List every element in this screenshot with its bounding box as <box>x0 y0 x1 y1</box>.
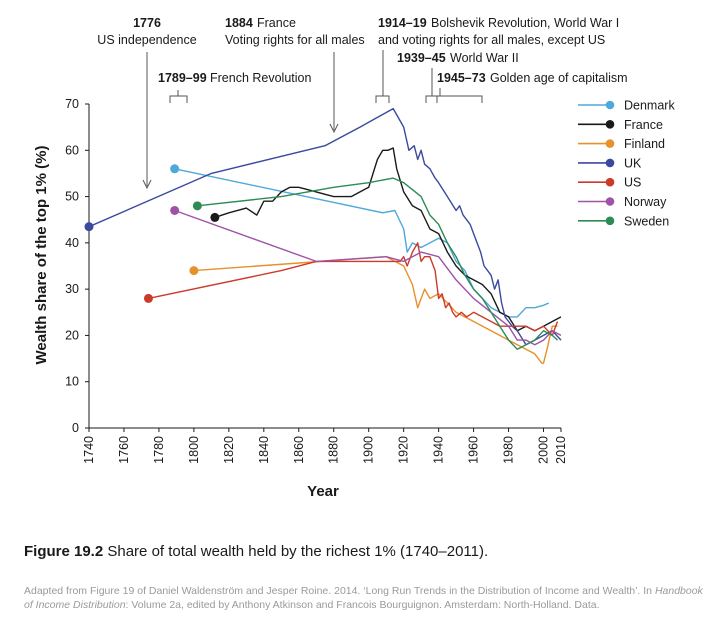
series-start-marker-us <box>143 293 153 303</box>
x-tick-label: 1900 <box>362 436 376 464</box>
figure-caption-text: Share of total wealth held by the riches… <box>103 543 489 560</box>
series-line-norway <box>174 209 562 346</box>
annotation-1884-year: 1884 <box>225 16 253 30</box>
x-tick-label: 1800 <box>187 436 201 464</box>
series-line-france <box>214 147 562 332</box>
x-tick-label: 1840 <box>257 436 271 464</box>
annotation-1914-year: 1914–19 <box>378 16 427 30</box>
y-tick-label: 30 <box>65 282 79 296</box>
x-tick-label: 1980 <box>502 436 516 464</box>
legend-marker-norway <box>605 197 615 206</box>
x-tick-label: 1780 <box>152 436 166 464</box>
legend-label-france: France <box>624 118 663 132</box>
series-line-sweden <box>197 177 558 350</box>
axes: 0 10 20 30 40 50 60 70 1740 1760 1780 1800 1820 1840… <box>33 97 568 500</box>
legend-label-denmark: Denmark <box>624 99 675 113</box>
annotation-1776-text: US independence <box>97 33 196 47</box>
annotation-1884-text: France <box>257 16 296 30</box>
x-tick-label: 1880 <box>327 436 341 464</box>
legend-marker-finland <box>605 139 615 148</box>
annotation-1939-year: 1939–45 <box>397 51 446 65</box>
y-tick-label: 40 <box>65 236 79 250</box>
figure-caption: Figure 19.2 Share of total wealth held b… <box>24 542 704 562</box>
series-start-marker-norway <box>170 205 180 215</box>
arrowhead-1776 <box>142 179 152 190</box>
arrowhead-1884 <box>329 123 339 134</box>
bracket-1789 <box>169 95 188 103</box>
source-book-title: Handbook of Income Distribution <box>24 585 703 611</box>
annotation-1945-text: Golden age of capitalism <box>490 71 628 85</box>
x-axis-title: Year <box>307 483 339 500</box>
series-line-finland <box>193 256 558 364</box>
annotation-1939-text: World War II <box>450 51 519 65</box>
annotation-1945-year: 1945–73 <box>437 71 486 85</box>
series-start-marker-finland <box>189 266 199 276</box>
legend-label-us: US <box>624 176 641 190</box>
x-tick-label: 2000 <box>537 436 551 464</box>
x-ticks: 1740 1760 1780 1800 1820 1840 1860 1880 1900 1920… <box>82 428 568 464</box>
legend-label-finland: Finland <box>624 137 665 151</box>
annotation-1884-text2: Voting rights for all males <box>225 33 365 47</box>
x-tick-label: 2010 <box>554 436 568 464</box>
series-start-marker-denmark <box>170 164 180 174</box>
annotation-1914-text: Bolshevik Revolution, World War I <box>431 16 619 30</box>
bracket-1945 <box>436 95 483 103</box>
series-lines <box>88 107 562 364</box>
bracket-1939 <box>425 95 438 103</box>
figure-label: Figure 19.2 <box>24 543 104 560</box>
series-start-marker-sweden <box>192 201 202 211</box>
legend-marker-denmark <box>605 100 615 110</box>
source-note: Adapted from Figure 19 of Daniel Waldens… <box>24 584 704 612</box>
series-start-marker-france <box>210 212 220 222</box>
y-tick-label: 20 <box>65 328 79 342</box>
y-axis-title: Wealth share of the top 1% (%) <box>33 146 50 365</box>
x-tick-label: 1940 <box>432 436 446 464</box>
y-tick-label: 0 <box>72 421 79 435</box>
legend: Denmark France Finland UK US Norway Sweden <box>578 99 675 228</box>
x-tick-label: 1740 <box>82 436 96 464</box>
x-tick-label: 1920 <box>397 436 411 464</box>
y-tick-label: 10 <box>65 375 79 389</box>
x-tick-label: 1960 <box>467 436 481 464</box>
annotations: 1776 US independence 1789–99 French Revo… <box>97 16 628 190</box>
annotation-1776-year: 1776 <box>133 16 161 30</box>
series-line-us <box>148 242 559 337</box>
annotation-1789-text: French Revolution <box>210 71 311 85</box>
y-tick-label: 50 <box>65 190 79 204</box>
legend-marker-uk <box>605 158 615 168</box>
legend-label-uk: UK <box>624 156 642 170</box>
y-ticks: 0 10 20 30 40 50 60 70 <box>65 97 89 435</box>
x-tick-label: 1860 <box>292 436 306 464</box>
chart: 1776 US independence 1789–99 French Revo… <box>33 16 675 500</box>
x-tick-label: 1760 <box>117 436 131 464</box>
series-start-markers <box>84 164 220 303</box>
annotation-1789-year: 1789–99 <box>158 71 207 85</box>
source-text-1: Adapted from Figure 19 of Daniel Waldens… <box>24 585 655 597</box>
legend-label-norway: Norway <box>624 195 667 209</box>
legend-marker-us <box>605 177 615 187</box>
bracket-1914 <box>375 95 390 103</box>
legend-marker-sweden <box>605 216 615 226</box>
x-tick-label: 1820 <box>222 436 236 464</box>
legend-marker-france <box>605 120 615 129</box>
series-start-marker-uk <box>84 222 94 232</box>
y-tick-label: 60 <box>65 143 79 157</box>
series-line-uk <box>88 107 562 346</box>
y-tick-label: 70 <box>65 97 79 111</box>
annotation-1914-text2: and voting rights for all males, except … <box>378 33 605 47</box>
source-text-2: : Volume 2a, edited by Anthony Atkinson … <box>125 599 600 611</box>
legend-label-sweden: Sweden <box>624 214 669 228</box>
